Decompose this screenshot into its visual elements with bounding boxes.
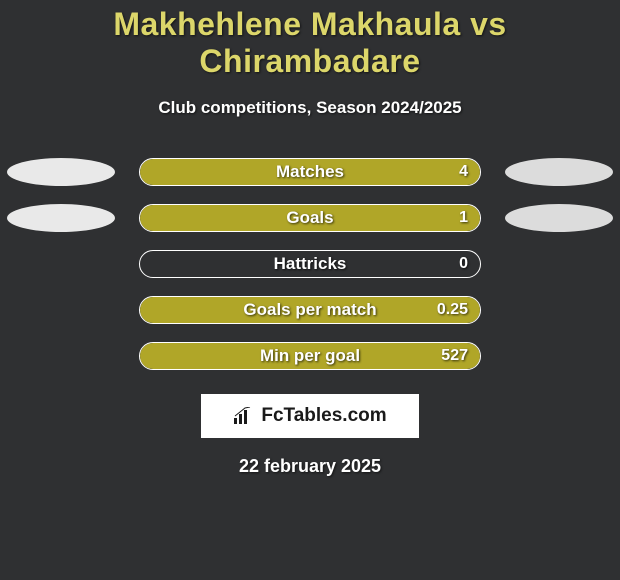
h2h-stat-card: Makhehlene Makhaula vs Chirambadare Club… bbox=[0, 0, 620, 580]
stats-list: Matches4 Goals1 Hattricks0 Goals per match0… bbox=[0, 158, 620, 370]
date-text: 22 february 2025 bbox=[0, 456, 620, 477]
stat-bar-fill bbox=[140, 297, 480, 323]
stat-bar-fill bbox=[140, 159, 480, 185]
stat-bar-fill bbox=[140, 343, 480, 369]
stat-bar: Min per goal527 bbox=[139, 342, 481, 370]
left-marker bbox=[7, 158, 115, 186]
stat-bar: Goals per match0.25 bbox=[139, 296, 481, 324]
brand-text: FcTables.com bbox=[261, 405, 386, 427]
stat-bar: Matches4 bbox=[139, 158, 481, 186]
stat-row: Matches4 bbox=[0, 158, 620, 186]
stat-row: Hattricks0 bbox=[0, 250, 620, 278]
stat-row: Goals1 bbox=[0, 204, 620, 232]
chart-icon bbox=[233, 407, 255, 425]
subtitle: Club competitions, Season 2024/2025 bbox=[0, 98, 620, 118]
stat-value: 0 bbox=[459, 251, 468, 277]
left-marker bbox=[7, 204, 115, 232]
stat-label: Hattricks bbox=[140, 251, 480, 277]
right-marker bbox=[505, 204, 613, 232]
right-marker bbox=[505, 158, 613, 186]
stat-row: Min per goal527 bbox=[0, 342, 620, 370]
stat-bar-fill bbox=[140, 205, 480, 231]
stat-row: Goals per match0.25 bbox=[0, 296, 620, 324]
brand-badge: FcTables.com bbox=[201, 394, 419, 438]
stat-bar: Hattricks0 bbox=[139, 250, 481, 278]
page-title: Makhehlene Makhaula vs Chirambadare bbox=[0, 6, 620, 80]
stat-bar: Goals1 bbox=[139, 204, 481, 232]
